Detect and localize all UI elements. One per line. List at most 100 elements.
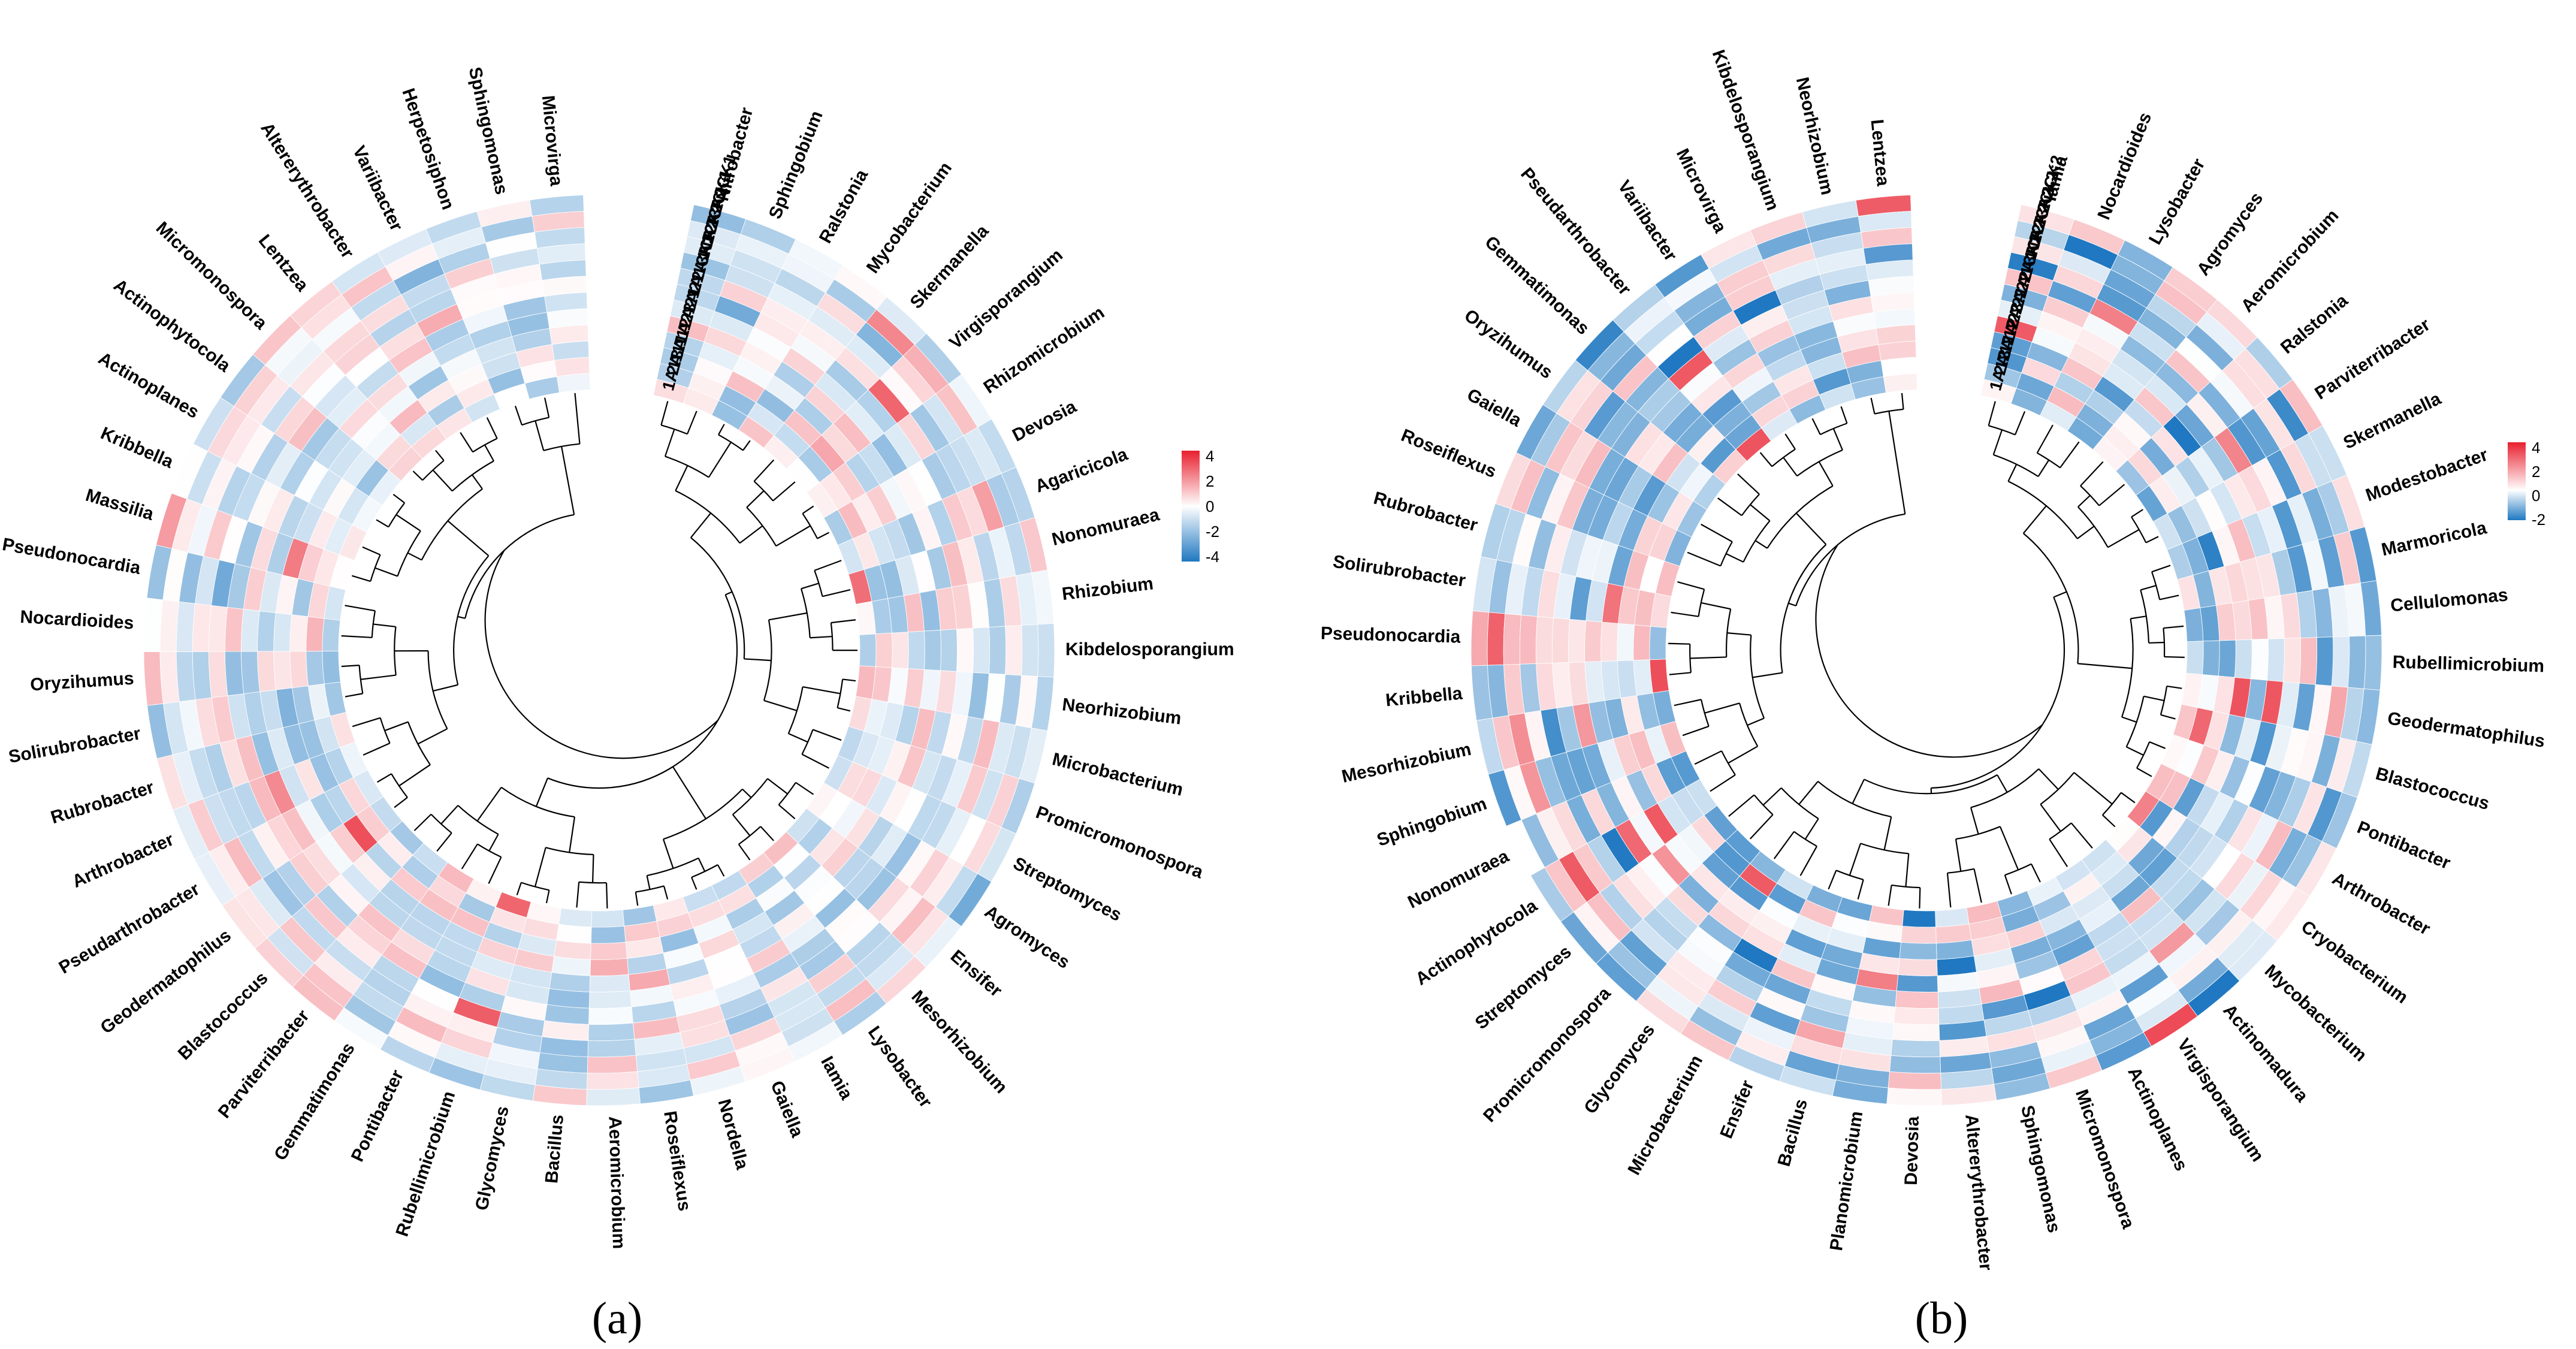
genus-label-aeromicrobium: Aeromicrobium <box>2237 206 2343 316</box>
dendrogram-branch <box>2015 411 2026 435</box>
dendrogram-branch <box>2145 536 2159 544</box>
dendrogram-branch <box>2136 767 2152 777</box>
heatmap-cell-parviterribacter-1a11 <box>412 843 448 876</box>
dendrogram-branch <box>435 449 445 461</box>
heatmap-cell-kibdelosporangium-3a2ck1 <box>1037 623 1055 678</box>
dendrogram-branch <box>561 446 575 515</box>
dendrogram-arc <box>501 786 575 818</box>
dendrogram-arc <box>2140 590 2150 643</box>
dendrogram-branch <box>545 890 550 904</box>
dendrogram-branch <box>394 796 408 808</box>
dendrogram-branch <box>2121 792 2136 804</box>
genus-label-lentzea: Lentzea <box>255 231 312 295</box>
genus-label-roseiflexus: Roseiflexus <box>1398 425 1499 482</box>
heatmap-cell-gemmatimonas-1a11 <box>437 862 475 894</box>
heatmap-cell-rubellimicrobium-1a12 <box>2185 641 2204 675</box>
heatmap-cell-variibacter-1a11 <box>464 394 501 423</box>
legend-tick-b-2: 0 <box>2532 487 2540 505</box>
heatmap-cell-pseudarthrobacter-1a11 <box>352 769 384 806</box>
genus-label-kribbella: Kribbella <box>98 423 176 472</box>
dendrogram-branch <box>1752 672 1783 678</box>
heatmap-cell-agromyces-1a11 <box>806 782 838 819</box>
heatmap-cell-oryzihumus-3a21 <box>241 651 261 695</box>
heatmap-cell-rubellimicrobium-1a1ck2 <box>2282 638 2301 684</box>
dendrogram-branch <box>2073 772 2113 805</box>
circular-heatmap-b: Iamia NocardioidesLysobacterAgromycesAero… <box>1321 47 2547 1344</box>
genus-label-mycobacterium: Mycobacterium <box>863 158 956 277</box>
heatmap-cell-pseudarthrobacter-1a12 <box>1735 427 1772 462</box>
genus-label-microbacterium: Microbacterium <box>1050 749 1185 800</box>
heatmap-cell-devosia-1a1ck2 <box>1894 1006 1940 1025</box>
genus-label-nocardioides: Nocardioides <box>20 607 135 633</box>
heatmap-cell-pontibacter-1a11 <box>466 878 502 908</box>
dendrogram-arc <box>1947 868 1974 874</box>
dendrogram-branch <box>1811 418 1821 435</box>
heatmap-cell-ensifer-1a11 <box>786 808 820 844</box>
heatmap-cell-agromyces-1a12 <box>2067 417 2104 450</box>
dendrogram-branch <box>1682 725 1710 737</box>
heatmap-cell-oryzihumus-2a11 <box>306 651 325 686</box>
dendrogram-branch <box>363 743 391 756</box>
genus-label-herpetosiphon: Herpetosiphon <box>398 86 458 212</box>
legend-bar-a <box>1182 451 1200 562</box>
dendrogram-branch <box>345 605 376 612</box>
dendrogram-branch <box>663 886 669 900</box>
heatmap-cell-roseiflexus-1a12 <box>1664 529 1692 567</box>
dendrogram-branch <box>801 583 819 590</box>
heatmap-cell-ensifer-1a12 <box>1805 885 1843 913</box>
dendrogram-branch <box>1852 778 1865 804</box>
genus-label-lysobacter: Lysobacter <box>864 1022 936 1112</box>
heatmap-cell-actinomadura-1a12 <box>2081 839 2118 873</box>
heatmap-cell-devosia-3a12 <box>1899 941 1937 960</box>
heatmap-cell-aeromicrobium-2a2ck1 <box>587 1071 639 1090</box>
dendrogram-branch <box>739 525 763 544</box>
heatmap-cell-rubrobacter-1a12 <box>1655 560 1680 597</box>
genus-label-pontibacter: Pontibacter <box>348 1067 408 1165</box>
heatmap-cell-nocardioides-2a11 <box>306 616 325 652</box>
heatmap-cell-oryzihumus-1a21 <box>273 651 293 690</box>
dendrogram-branch <box>1919 888 1921 909</box>
heatmap-cell-kribbella-1a12 <box>1649 659 1669 693</box>
dendrogram-branch <box>516 882 522 895</box>
dendrogram-branch <box>662 838 674 869</box>
dendrogram-branch <box>2037 460 2050 477</box>
dendrogram-branch <box>1728 794 1755 817</box>
heatmap-cell-nonomuraea-1a12 <box>1671 750 1701 788</box>
heatmap-cell-microvirga-1a12 <box>1789 394 1826 424</box>
heatmap-cell-altererythrobacter-1a11 <box>436 408 473 440</box>
dendrogram-arc <box>1817 781 1892 818</box>
heatmap-cell-nocardioides-2a1ck1 <box>208 605 228 652</box>
color-legend-a: 4 2 0 -2 -4 <box>1182 447 1219 566</box>
dendrogram-branch <box>2040 804 2061 832</box>
dendrogram-branch <box>837 707 851 712</box>
genus-label-aeromicrobium: Aeromicrobium <box>605 1116 629 1250</box>
genus-label-actinoplanes: Actinoplanes <box>95 348 202 422</box>
dendrogram-arc <box>787 686 804 734</box>
genus-label-kibdelosporangium: Kibdelosporangium <box>1708 47 1783 213</box>
dendrogram-arc <box>690 537 745 659</box>
dendrogram-branch <box>534 420 545 451</box>
genus-label-promicromonospora: Promicromonospora <box>1033 802 1206 883</box>
dendrogram-branch <box>2098 484 2125 506</box>
dendrogram-a <box>341 393 858 909</box>
dendrogram-branch <box>362 546 381 556</box>
heatmap-cell-mycobacterium-1a12 <box>2105 816 2140 852</box>
dendrogram-branch <box>2049 838 2068 867</box>
heatmap-cell-pseudonocardia-1a1ck2 <box>1552 617 1571 663</box>
dendrogram-arc <box>1993 454 2039 478</box>
heatmap-cell-devosia-2a22 <box>1896 974 1938 992</box>
genus-label-actinomadura: Actinomadura <box>2219 1001 2312 1106</box>
heatmap-cell-skermanella-1a12 <box>2152 513 2183 551</box>
heatmap-cell-arthrobacter-1a11 <box>339 741 369 778</box>
dendrogram-branch <box>1905 853 1910 887</box>
dendrogram-branch <box>2131 509 2143 518</box>
heatmap-cell-kibdelosporangium-2a11 <box>875 632 893 668</box>
genus-label-oryzihumus: Oryzihumus <box>29 669 134 695</box>
dendrogram-branch <box>778 804 796 820</box>
heatmap-cell-lysobacter-1a11 <box>738 852 774 885</box>
heatmap-cell-devosia-3a22 <box>1895 990 1939 1009</box>
dendrogram-branch <box>432 469 453 492</box>
dendrogram-arc <box>1739 702 1759 747</box>
dendrogram-branch <box>1669 672 1692 675</box>
dendrogram-branch <box>2130 615 2147 620</box>
